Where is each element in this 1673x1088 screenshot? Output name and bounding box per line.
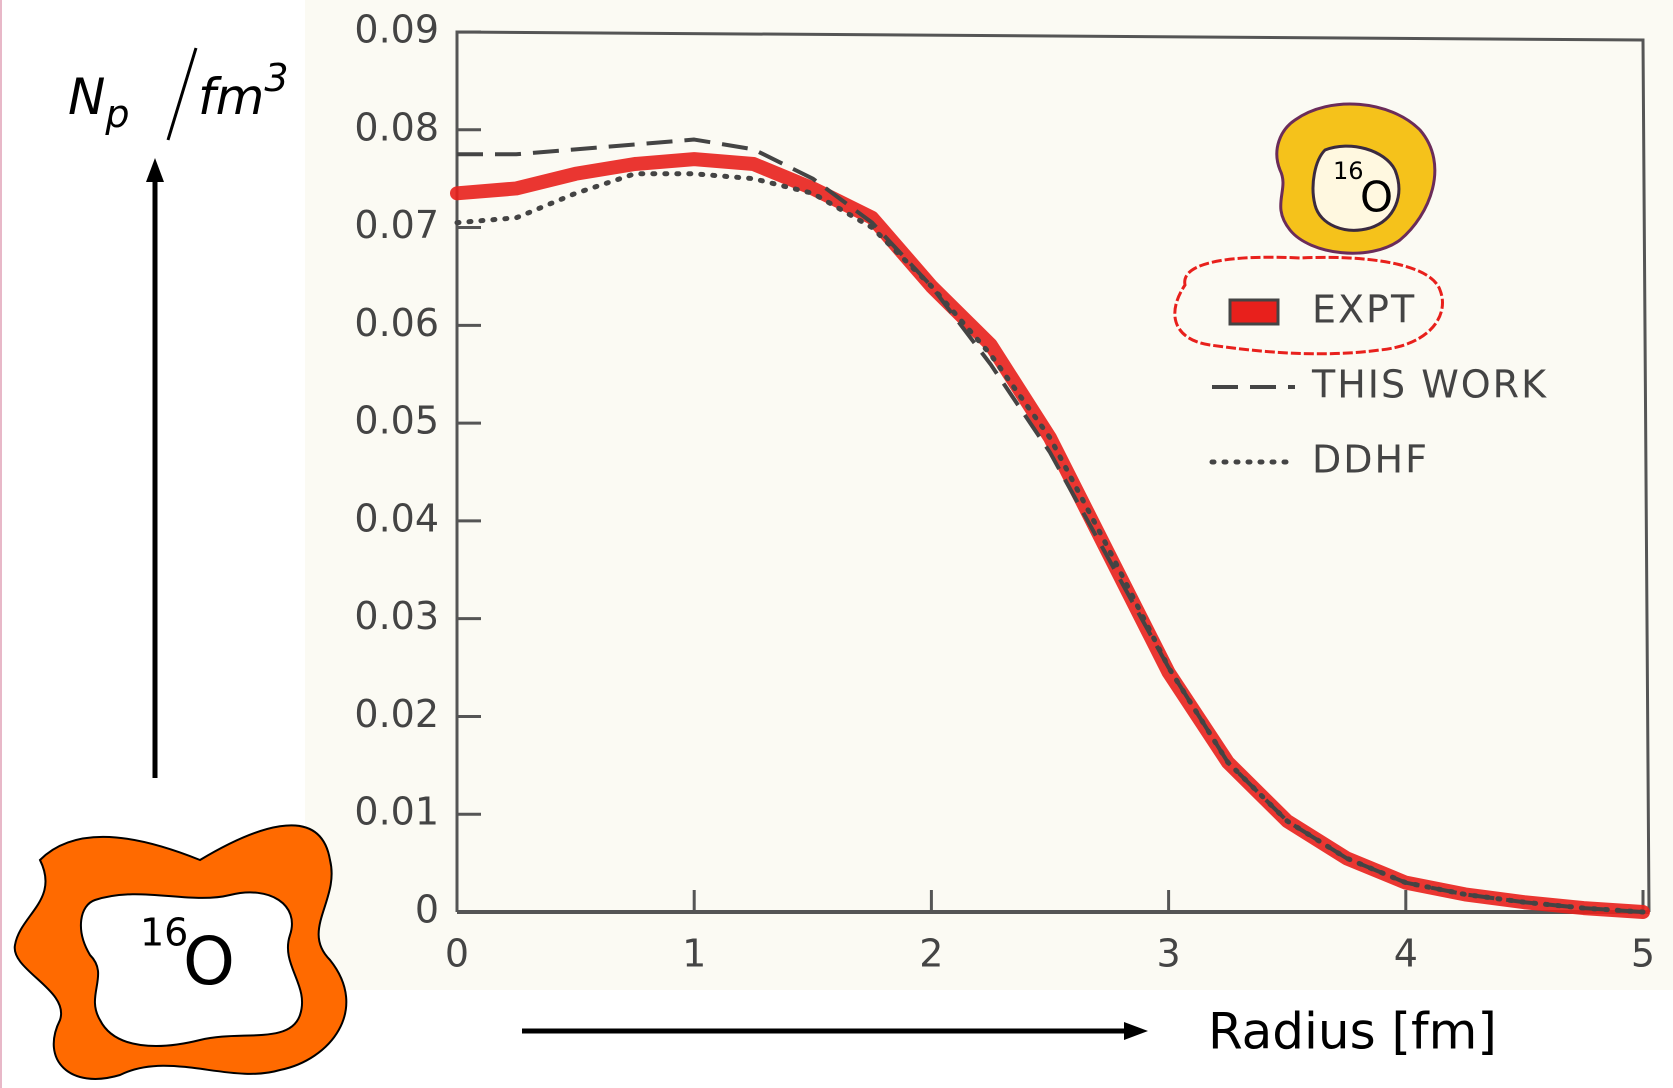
x-tick-label: 3 [1157,932,1181,976]
legend-label: DDHF [1312,438,1429,482]
series-line [457,137,1644,914]
legend-item: DDHF [1209,438,1429,482]
legend-badge-inner [1311,144,1401,232]
y-tick-label: 0.01 [354,790,439,834]
y-tick-label: 0.02 [354,692,439,736]
y-tick-label: 0.05 [354,399,439,443]
y-label-base: N [68,68,105,126]
x-tick-label: 5 [1631,932,1655,976]
legend-label: THIS WORK [1311,363,1548,407]
plot-frame [455,30,1651,913]
y-tick-label: 0.06 [354,301,439,345]
y-axis-label: Np [68,68,130,136]
legend-label: EXPT [1312,288,1416,332]
badge-inner [79,891,303,1047]
y-label-sub: p [104,92,129,136]
y-tick-label: 0.09 [354,8,439,52]
legend-swatch [1228,298,1280,326]
y-tick-label: 0.07 [354,203,439,247]
scan-background [305,0,1673,990]
x-axis-label: Radius [fm] [1208,1003,1497,1061]
legend-badge-mass: 16 [1333,157,1364,185]
legend-item: THIS WORK [1212,363,1548,407]
y-tick-label: 0 [415,888,439,932]
legend-item: EXPT [1228,288,1416,332]
y-tick-label: 0.04 [354,496,439,540]
badge-symbol: O [183,923,235,1000]
series-line [454,171,1646,915]
y-tick-label: 0.08 [354,105,439,149]
legend-highlight [1173,255,1444,356]
y-tick-label: 0.03 [354,594,439,638]
badge-mass: 16 [140,911,188,955]
legend-badge-symbol: O [1360,173,1393,222]
x-tick-label: 2 [919,932,943,976]
x-tick-label: 0 [445,932,469,976]
y-label-sup: 3 [264,56,288,100]
x-arrow-head [1124,1022,1148,1040]
x-tick-label: 1 [682,932,706,976]
x-tick-label: 4 [1394,932,1418,976]
y-label-slash [166,47,198,141]
y-axis-label-unit: fm3 [198,56,289,126]
y-arrow-head [146,158,164,182]
y-label-unit: fm [198,68,264,126]
